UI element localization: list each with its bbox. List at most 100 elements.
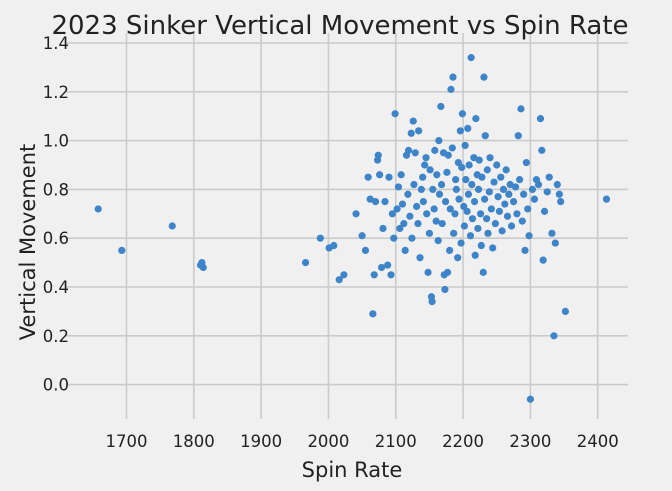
scatter-point <box>428 298 436 306</box>
scatter-point <box>394 183 403 191</box>
scatter-point <box>530 195 539 203</box>
scatter-point <box>458 110 466 118</box>
x-tick-label: 1900 <box>240 432 282 451</box>
scatter-point <box>455 195 463 203</box>
scatter-point <box>431 146 439 154</box>
scatter-point <box>561 307 569 315</box>
scatter-point <box>425 229 434 237</box>
scatter-point <box>370 271 378 279</box>
scatter-point <box>366 195 374 203</box>
scatter-point <box>441 198 450 206</box>
scatter-point <box>483 215 491 223</box>
scatter-point <box>474 224 482 233</box>
scatter-point <box>506 180 514 189</box>
scatter-point <box>493 161 501 169</box>
scatter-point <box>443 268 452 276</box>
scatter-point <box>479 268 487 276</box>
scatter-point <box>475 156 483 164</box>
scatter-point <box>378 263 386 272</box>
scatter-point <box>509 198 518 206</box>
scatter-point <box>384 261 392 269</box>
scatter-point <box>495 207 504 215</box>
scatter-point <box>387 271 395 279</box>
scatter-point <box>388 210 396 218</box>
scatter-point <box>465 161 473 169</box>
scatter-point <box>486 154 494 162</box>
y-tick-label: 0.8 <box>43 180 69 199</box>
scatter-point <box>437 102 445 111</box>
x-tick-label: 2400 <box>577 432 619 451</box>
scatter-point <box>501 200 509 208</box>
scatter-point <box>553 180 561 189</box>
scatter-point <box>536 115 545 123</box>
scatter-point <box>518 217 526 225</box>
scatter-point <box>489 244 497 252</box>
ticks-layer: 1700 1800 1900 2000 2100 2200 2300 2400 0.0 0.2 0.… <box>43 34 619 451</box>
x-tick-label: 2200 <box>442 432 484 451</box>
scatter-point <box>422 154 430 162</box>
scatter-point <box>416 254 424 262</box>
scatter-point <box>376 171 384 179</box>
scatter-point <box>457 239 465 247</box>
scatter-point <box>361 246 370 254</box>
scatter-point <box>94 205 102 213</box>
scatter-point <box>491 219 499 228</box>
scatter-point <box>438 219 446 228</box>
scatter-point <box>550 332 558 340</box>
scatter-point <box>522 158 530 167</box>
y-tick-label: 0.2 <box>43 327 69 346</box>
x-axis-label: Spin Rate <box>302 458 403 482</box>
scatter-point <box>430 205 438 213</box>
scatter-point <box>444 151 452 159</box>
scatter-point <box>463 207 471 215</box>
scatter-point <box>484 229 492 237</box>
scatter-point <box>435 137 443 145</box>
scatter-point <box>396 224 404 233</box>
scatter-point <box>451 210 459 218</box>
scatter-point <box>352 210 360 218</box>
scatter-point <box>497 173 505 181</box>
scatter-point <box>477 241 485 250</box>
scatter-point <box>381 198 389 206</box>
scatter-point <box>474 185 483 193</box>
scatter-point <box>551 239 559 247</box>
scatter-point <box>472 115 480 123</box>
scatter-point <box>483 166 491 174</box>
scatter-point <box>485 188 493 196</box>
scatter-point <box>406 212 414 220</box>
scatter-point <box>335 276 343 284</box>
scatter-point <box>464 124 472 132</box>
scatter-point <box>534 180 543 189</box>
scatter-point <box>505 190 513 198</box>
scatter-point <box>434 237 442 245</box>
scatter-point <box>419 198 427 206</box>
scatter-point <box>421 161 429 169</box>
scatter-point <box>460 222 469 230</box>
scatter-point <box>557 198 565 206</box>
scatter-point <box>454 254 462 262</box>
scatter-point <box>514 132 522 140</box>
scatter-point <box>415 127 423 135</box>
scatter-point <box>393 205 401 213</box>
scatter-point <box>423 210 431 218</box>
scatter-point <box>404 190 412 198</box>
scatter-point <box>316 234 324 242</box>
scatter-point <box>540 207 549 215</box>
scatter-point <box>498 227 506 235</box>
scatter-point <box>401 246 409 254</box>
scatter-point <box>330 241 338 250</box>
scatter-point <box>478 173 486 181</box>
scatter-point <box>481 132 489 140</box>
scatter-point <box>426 166 434 174</box>
scatter-point <box>487 205 495 213</box>
scatter-point <box>419 173 427 181</box>
scatter-point <box>408 234 416 242</box>
scatter-point <box>398 200 407 208</box>
y-tick-label: 0.4 <box>43 278 69 297</box>
scatter-point <box>449 73 457 81</box>
scatter-point <box>391 110 399 118</box>
x-tick-label: 2100 <box>375 432 417 451</box>
scatter-point <box>494 193 502 201</box>
scatter-point <box>513 210 521 218</box>
scatter-point <box>468 180 476 189</box>
